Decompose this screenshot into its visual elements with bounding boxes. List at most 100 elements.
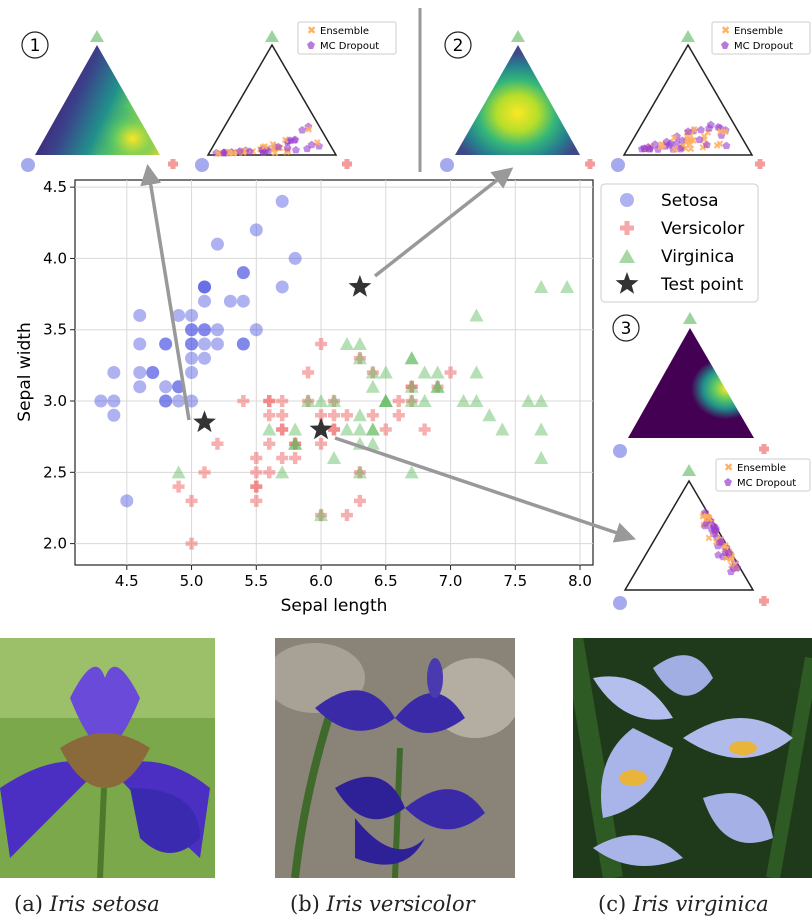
virginica-corner-icon (90, 30, 104, 42)
mc-dropout-marker-icon (307, 41, 315, 49)
setosa-point (236, 337, 250, 351)
legend-ensemble: Ensemble (737, 463, 786, 474)
setosa-point (275, 194, 289, 208)
x-tick-label: 6.0 (309, 572, 333, 590)
ternary-density-3 (613, 312, 769, 458)
virginica-point (365, 365, 380, 379)
versicolor-point (340, 509, 353, 522)
ensemble-sample: ✖ (214, 149, 222, 160)
virginica-point (469, 365, 484, 379)
setosa-point (210, 337, 224, 351)
versicolor-point (315, 509, 328, 522)
legend-setosa: Setosa (661, 191, 719, 211)
mc-dropout-sample (711, 524, 720, 532)
mc-dropout-sample (721, 126, 730, 134)
virginica-point (417, 394, 432, 408)
virginica-point (378, 394, 393, 408)
ensemble-sample: ✖ (699, 512, 707, 523)
virginica-point (404, 465, 419, 479)
ensemble-sample: ✖ (682, 138, 690, 149)
versicolor-point (315, 437, 328, 450)
setosa-legend-icon (620, 193, 634, 207)
caption-c-letter: (c) (598, 892, 627, 916)
virginica-point (378, 394, 393, 408)
ensemble-sample: ✖ (704, 128, 712, 139)
virginica-point (521, 394, 536, 408)
virginica-point (352, 422, 367, 436)
mc-dropout-sample (727, 567, 736, 576)
mc-dropout-sample (705, 124, 714, 132)
caption-c-species: Iris virginica (632, 892, 769, 916)
versicolor-point (263, 395, 276, 408)
versicolor-point (315, 337, 328, 350)
setosa-point (198, 280, 211, 294)
setosa-point (288, 251, 302, 265)
data-points (94, 194, 575, 550)
setosa-corner-icon (195, 158, 209, 172)
ternary-scatter-2: ✖✖✖✖✖✖✖✖✖✖✖✖✖✖✖✖✖✖✖✖✖✖✖✖✖✖✖✖✖✖ ✖ Ensembl… (611, 21, 811, 172)
mc-dropout-sample (286, 136, 295, 144)
ensemble-sample: ✖ (683, 135, 691, 146)
versicolor-point (328, 395, 340, 408)
versicolor-point (237, 395, 250, 408)
setosa-point (146, 366, 160, 379)
ensemble-sample: ✖ (700, 132, 708, 143)
test-point-star (193, 410, 216, 433)
versicolor-point (353, 494, 366, 507)
setosa-point (185, 337, 199, 351)
virginica-point (430, 379, 445, 393)
photo-iris-virginica (573, 638, 812, 878)
mc-dropout-sample (714, 550, 723, 559)
versicolor-point (302, 366, 315, 379)
ensemble-sample: ✖ (313, 138, 321, 149)
virginica-point (469, 308, 484, 322)
mc-dropout-sample (684, 127, 693, 135)
mc-dropout-sample (689, 126, 698, 135)
ensemble-sample: ✖ (720, 542, 728, 553)
x-tick-label: 8.0 (568, 572, 592, 590)
versicolor-point (392, 409, 405, 422)
virginica-point (365, 379, 380, 393)
legend-mc-dropout: MC Dropout (734, 41, 793, 52)
virginica-point (378, 394, 393, 408)
versicolor-point (211, 437, 224, 450)
arrow-to-panel-2 (373, 167, 514, 278)
setosa-point (133, 337, 147, 351)
virginica-point (560, 279, 575, 293)
versicolor-point (328, 423, 340, 436)
mc-dropout-sample (298, 125, 307, 134)
mc-dropout-sample (212, 148, 221, 157)
versicolor-point (418, 423, 431, 436)
virginica-point (534, 394, 549, 408)
virginica-point (365, 422, 380, 436)
mc-dropout-sample (303, 144, 312, 153)
virginica-corner-icon (265, 30, 279, 42)
versicolor-point (328, 409, 340, 422)
ternary-legend: ✖ Ensemble MC Dropout (297, 21, 397, 55)
setosa-point (198, 337, 211, 351)
versicolor-point (263, 409, 276, 422)
test-points (193, 274, 372, 440)
setosa-corner-icon (611, 158, 625, 172)
mc-dropout-sample (307, 140, 316, 149)
caption-a-species: Iris setosa (49, 892, 160, 916)
virginica-corner-icon (681, 30, 695, 42)
virginica-corner-icon (511, 30, 525, 42)
mc-dropout-sample (651, 140, 660, 148)
panel-3-badge (612, 314, 640, 342)
axis-ticks: 4.5 5.0 5.5 6.0 6.5 7.0 7.5 8.0 2.0 2.5 3.0 3.5 4.0 4… (43, 178, 592, 590)
ternary-legend: ✖ Ensemble MC Dropout (711, 21, 811, 55)
versicolor-corner-icon (342, 159, 352, 169)
virginica-point (495, 422, 510, 436)
versicolor-point (405, 380, 418, 393)
versicolor-point (289, 452, 302, 465)
versicolor-point (185, 537, 198, 550)
versicolor-point (405, 395, 418, 408)
mc-dropout-sample (673, 132, 682, 140)
setosa-point (198, 323, 211, 337)
ensemble-sample: ✖ (721, 127, 729, 138)
ternary-density-1 (21, 30, 178, 172)
setosa-point (210, 237, 224, 251)
ensemble-sample: ✖ (702, 512, 710, 523)
y-tick-label: 4.5 (43, 178, 67, 196)
